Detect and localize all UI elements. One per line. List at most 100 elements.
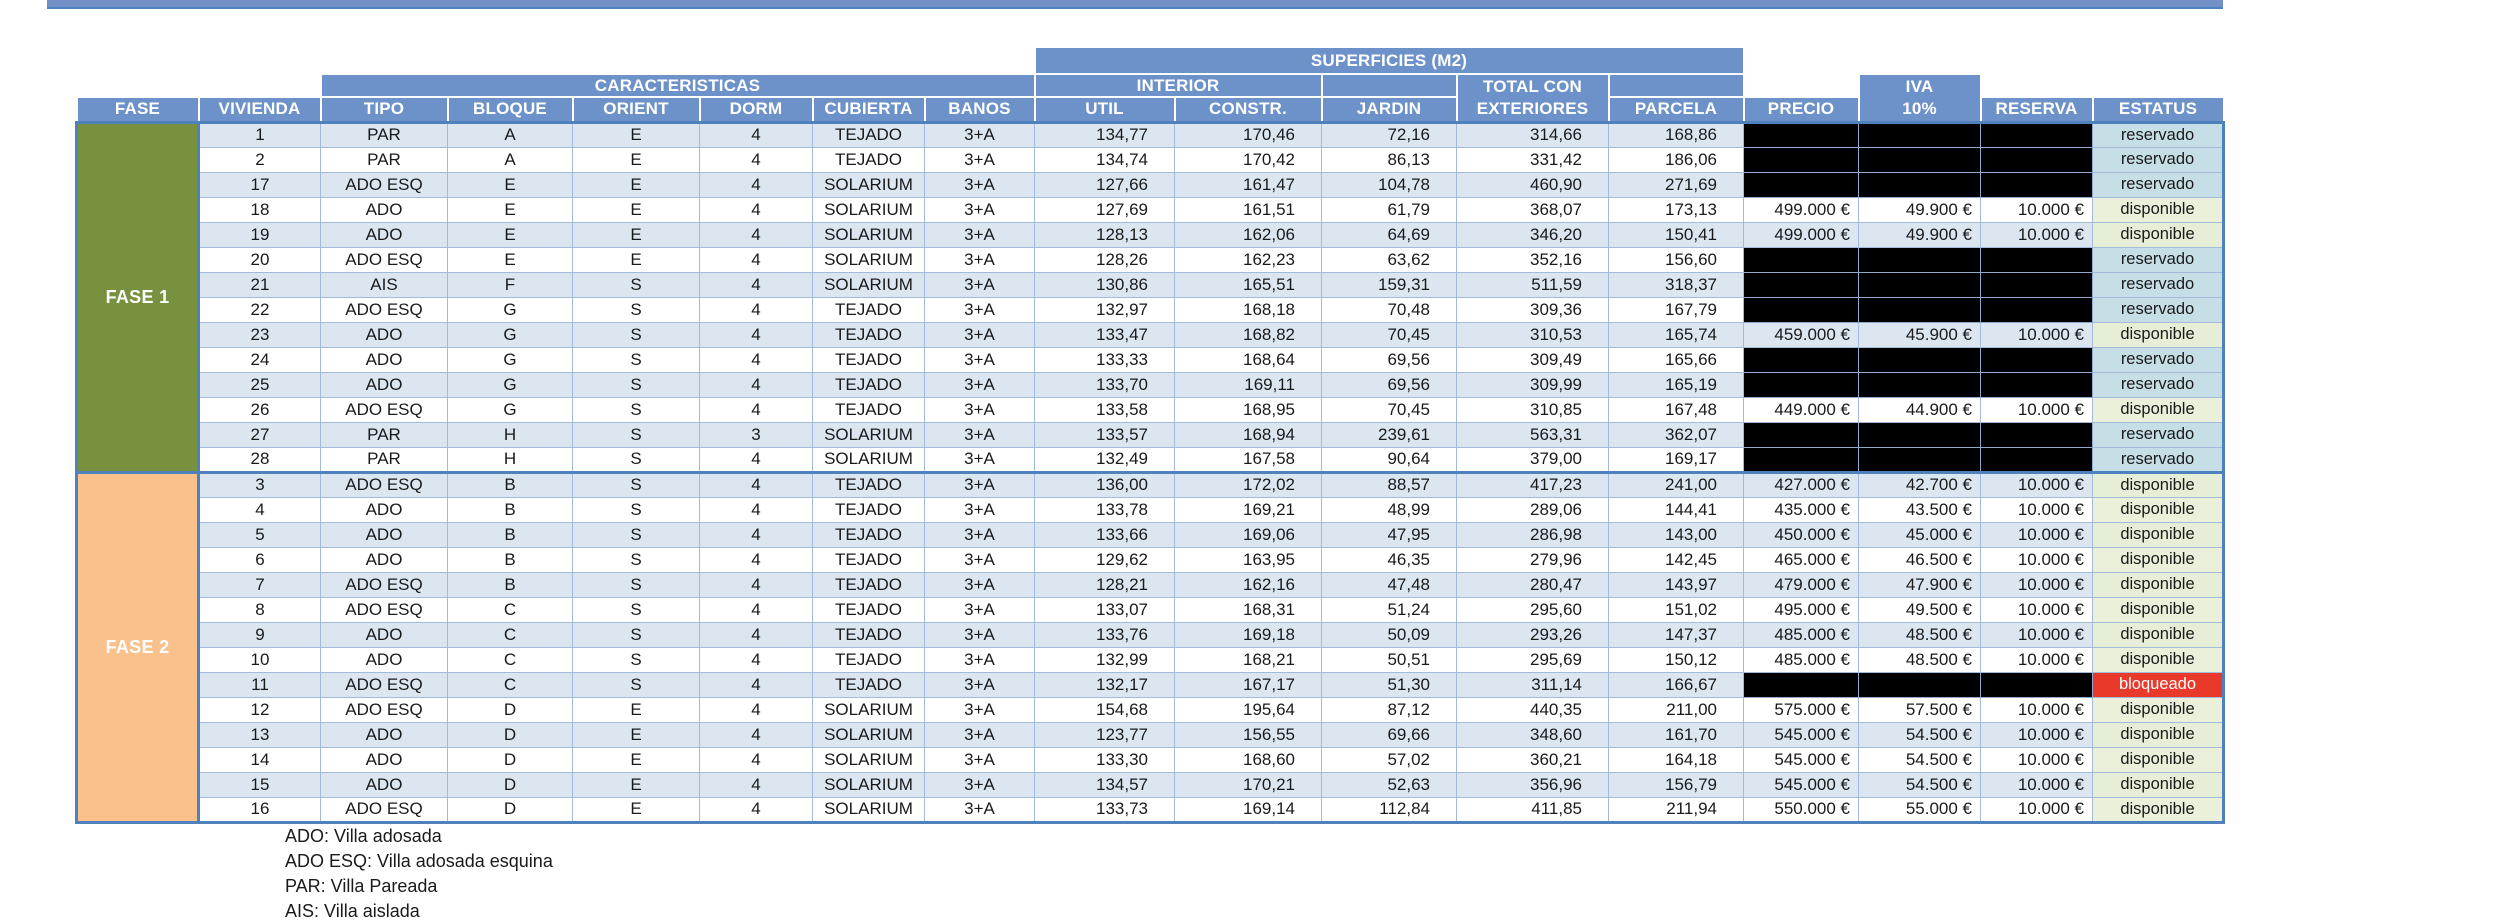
cell-orient[interactable]: S — [572, 446, 700, 473]
cell-constr[interactable]: 162,16 — [1174, 571, 1322, 598]
cell-constr[interactable]: 165,51 — [1174, 271, 1322, 298]
cell-util[interactable]: 133,70 — [1034, 371, 1175, 398]
cell-util[interactable]: 132,97 — [1034, 296, 1175, 323]
cell-parcela[interactable]: 144,41 — [1608, 496, 1744, 523]
cell-parcela[interactable]: 173,13 — [1608, 196, 1744, 223]
cell-estatus[interactable]: disponible — [2092, 396, 2224, 423]
cell-dorm[interactable]: 4 — [699, 371, 813, 398]
cell-tipo[interactable]: ADO — [320, 221, 448, 248]
cell-vivienda[interactable]: 4 — [198, 496, 321, 523]
cell-vivienda[interactable]: 6 — [198, 546, 321, 573]
cell-total[interactable]: 295,60 — [1456, 596, 1609, 623]
cell-jardin[interactable]: 46,35 — [1321, 546, 1457, 573]
cell-parcela[interactable]: 241,00 — [1608, 470, 1744, 498]
cell-precio[interactable]: 450.000 € — [1743, 521, 1859, 548]
cell-dorm[interactable]: 4 — [699, 596, 813, 623]
cell-jardin[interactable]: 239,61 — [1321, 421, 1457, 448]
cell-iva[interactable]: 54.500 € — [1858, 771, 1981, 798]
cell-iva[interactable]: 46.500 € — [1858, 546, 1981, 573]
cell-orient[interactable]: S — [572, 646, 700, 673]
header-vivienda[interactable]: VIVIENDA — [197, 96, 322, 123]
cell-total[interactable]: 331,42 — [1456, 146, 1609, 173]
cell-total[interactable]: 356,96 — [1456, 771, 1609, 798]
cell-cubierta[interactable]: TEJADO — [812, 121, 925, 148]
header-bloque[interactable]: BLOQUE — [446, 96, 574, 123]
cell-reserva[interactable]: 10.000 € — [1980, 321, 2093, 348]
cell-estatus[interactable]: disponible — [2092, 470, 2224, 498]
cell-reserva[interactable]: 10.000 € — [1980, 521, 2093, 548]
cell-reserva[interactable]: 10.000 € — [1980, 196, 2093, 223]
cell-banos[interactable]: 3+A — [924, 371, 1035, 398]
header-superficies[interactable]: SUPERFICIES (M2) — [1033, 46, 1745, 75]
cell-util[interactable]: 132,49 — [1034, 446, 1175, 473]
cell-orient[interactable]: S — [572, 371, 700, 398]
cell-bloque[interactable]: B — [447, 521, 573, 548]
cell-banos[interactable]: 3+A — [924, 271, 1035, 298]
cell-orient[interactable]: S — [572, 621, 700, 648]
cell-estatus[interactable]: disponible — [2092, 221, 2224, 248]
cell-iva[interactable]: 55.000 € — [1858, 796, 1981, 823]
cell-tipo[interactable]: ADO — [320, 721, 448, 748]
cell-orient[interactable]: E — [572, 171, 700, 198]
cell-estatus[interactable]: reservado — [2092, 446, 2224, 473]
cell-tipo[interactable]: ADO ESQ — [320, 671, 448, 698]
cell-precio[interactable] — [1743, 246, 1859, 273]
cell-total[interactable]: 310,85 — [1456, 396, 1609, 423]
cell-total[interactable]: 460,90 — [1456, 171, 1609, 198]
cell-total[interactable]: 411,85 — [1456, 796, 1609, 823]
cell-jardin[interactable]: 104,78 — [1321, 171, 1457, 198]
cell-parcela[interactable]: 156,60 — [1608, 246, 1744, 273]
cell-orient[interactable]: S — [572, 596, 700, 623]
cell-constr[interactable]: 195,64 — [1174, 696, 1322, 723]
cell-precio[interactable]: 459.000 € — [1743, 321, 1859, 348]
cell-banos[interactable]: 3+A — [924, 771, 1035, 798]
cell-vivienda[interactable]: 14 — [198, 746, 321, 773]
cell-jardin[interactable]: 47,95 — [1321, 521, 1457, 548]
cell-banos[interactable]: 3+A — [924, 396, 1035, 423]
cell-parcela[interactable]: 150,12 — [1608, 646, 1744, 673]
cell-dorm[interactable]: 4 — [699, 671, 813, 698]
cell-constr[interactable]: 169,06 — [1174, 521, 1322, 548]
cell-tipo[interactable]: PAR — [320, 146, 448, 173]
cell-estatus[interactable]: bloqueado — [2092, 671, 2224, 698]
cell-precio[interactable]: 499.000 € — [1743, 221, 1859, 248]
cell-vivienda[interactable]: 24 — [198, 346, 321, 373]
cell-total[interactable]: 310,53 — [1456, 321, 1609, 348]
cell-total[interactable]: 563,31 — [1456, 421, 1609, 448]
cell-jardin[interactable]: 69,56 — [1321, 346, 1457, 373]
cell-tipo[interactable]: ADO — [320, 196, 448, 223]
cell-tipo[interactable]: ADO ESQ — [320, 296, 448, 323]
cell-banos[interactable]: 3+A — [924, 646, 1035, 673]
cell-dorm[interactable]: 4 — [699, 146, 813, 173]
cell-iva[interactable]: 44.900 € — [1858, 396, 1981, 423]
cell-jardin[interactable]: 51,24 — [1321, 596, 1457, 623]
cell-banos[interactable]: 3+A — [924, 146, 1035, 173]
cell-total[interactable]: 346,20 — [1456, 221, 1609, 248]
cell-util[interactable]: 129,62 — [1034, 546, 1175, 573]
cell-bloque[interactable]: C — [447, 671, 573, 698]
cell-tipo[interactable]: ADO ESQ — [320, 470, 448, 498]
cell-total[interactable]: 309,49 — [1456, 346, 1609, 373]
cell-constr[interactable]: 168,18 — [1174, 296, 1322, 323]
cell-estatus[interactable]: disponible — [2092, 546, 2224, 573]
cell-total[interactable]: 348,60 — [1456, 721, 1609, 748]
cell-orient[interactable]: S — [572, 396, 700, 423]
cell-precio[interactable]: 479.000 € — [1743, 571, 1859, 598]
cell-reserva[interactable] — [1980, 446, 2093, 473]
cell-iva[interactable] — [1858, 146, 1981, 173]
cell-banos[interactable]: 3+A — [924, 346, 1035, 373]
cell-util[interactable]: 154,68 — [1034, 696, 1175, 723]
cell-parcela[interactable]: 318,37 — [1608, 271, 1744, 298]
cell-banos[interactable]: 3+A — [924, 521, 1035, 548]
cell-vivienda[interactable]: 18 — [198, 196, 321, 223]
cell-iva[interactable]: 48.500 € — [1858, 646, 1981, 673]
cell-tipo[interactable]: ADO — [320, 346, 448, 373]
cell-dorm[interactable]: 4 — [699, 196, 813, 223]
cell-estatus[interactable]: reservado — [2092, 371, 2224, 398]
cell-tipo[interactable]: PAR — [320, 421, 448, 448]
header-iva[interactable]: IVA 10% — [1857, 73, 1982, 123]
cell-precio[interactable] — [1743, 296, 1859, 323]
cell-total[interactable]: 293,26 — [1456, 621, 1609, 648]
cell-util[interactable]: 133,58 — [1034, 396, 1175, 423]
cell-estatus[interactable]: disponible — [2092, 596, 2224, 623]
